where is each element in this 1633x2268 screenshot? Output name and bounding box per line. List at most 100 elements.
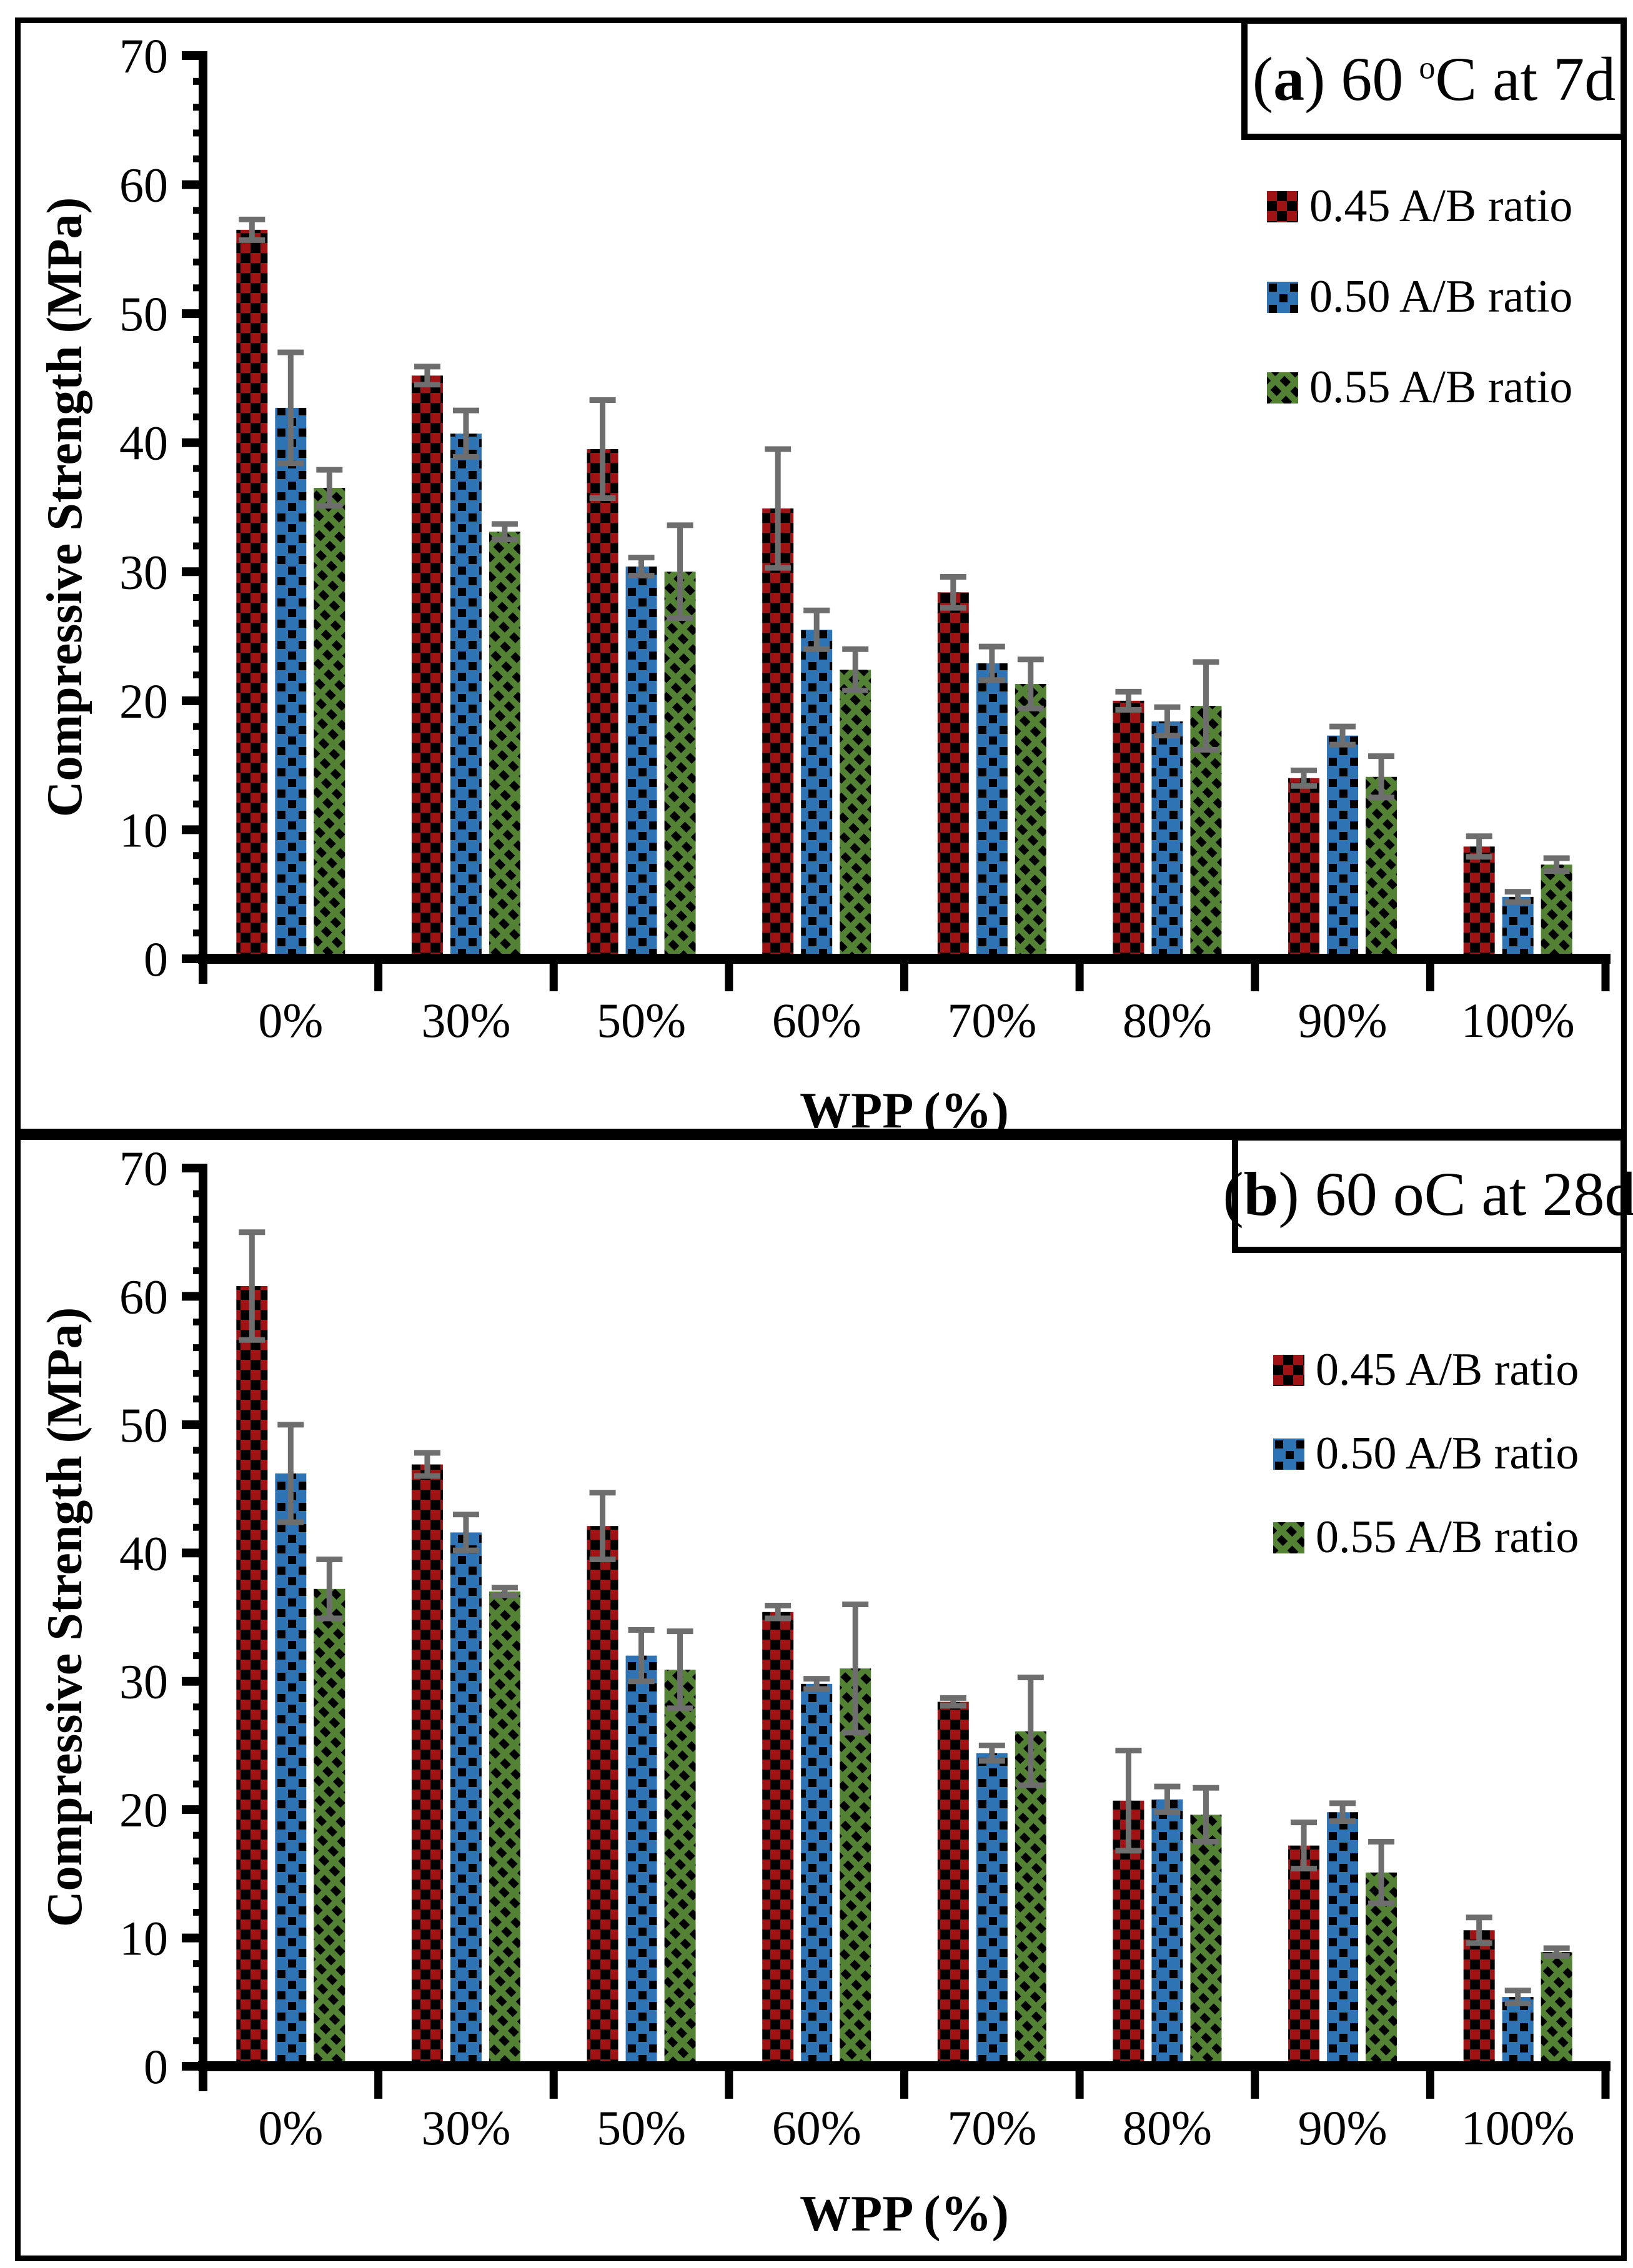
y-tick-label: 70 (119, 29, 168, 83)
error-bar (667, 1628, 693, 1711)
error-bars (239, 1229, 1570, 2006)
bar-0.55-30% (489, 532, 520, 959)
bar-0.50-50% (625, 1655, 657, 2066)
bar-0.45-70% (937, 1701, 969, 2066)
bar-0.50-30% (450, 1532, 482, 2066)
bar-0.55-90% (1366, 776, 1397, 959)
bar-0.50-60% (801, 630, 833, 959)
bar-0.45-60% (762, 1612, 794, 2066)
axes: 0 10 20 30 40 50 60 70 0% 30% 50% 60% 70% 80% 90% 100% (119, 1141, 1611, 2155)
error-bar (277, 349, 304, 467)
error-bar (414, 1450, 440, 1479)
x-tick-label: 50% (597, 993, 686, 1047)
error-bar (491, 521, 518, 543)
bar-0.50-90% (1327, 1812, 1359, 2066)
panel-a-title: (a) 60 oC at 7d (1252, 44, 1616, 114)
legend-item-0.55: 0.55 A/B ratio (1267, 361, 1572, 414)
bar-0.45-60% (762, 508, 794, 959)
bar-0.55-50% (664, 1670, 696, 2066)
bar-0.50-80% (1151, 1799, 1183, 2066)
bar-0.50-70% (976, 1753, 1008, 2066)
legend-swatch-red-black-checkerboard (1267, 191, 1298, 222)
panel-b-title-box: (b) 60 oC at 28d (1223, 1134, 1633, 1253)
y-tick-label: 60 (119, 1269, 168, 1324)
legend-label: 0.55 A/B ratio (1309, 362, 1573, 413)
error-bar (978, 1742, 1005, 1764)
legend-item-0.45: 0.45 A/B ratio (1267, 180, 1572, 233)
x-tick-label: 60% (772, 2101, 861, 2155)
legend-item-0.55: 0.55 A/B ratio (1273, 1511, 1579, 1564)
y-tick-label: 40 (119, 416, 168, 470)
x-tick-label: 30% (421, 993, 510, 1047)
legend-label: 0.55 A/B ratio (1316, 1512, 1579, 1563)
error-bar (1368, 753, 1395, 801)
bar-0.45-0% (236, 229, 268, 959)
error-bar (765, 1603, 792, 1622)
x-tick-label: 60% (772, 993, 861, 1047)
legend-swatch-green-black-diagonal-stripes (1267, 372, 1298, 404)
bar-0.55-60% (840, 670, 871, 959)
x-tick-label: 70% (947, 2101, 1036, 2155)
bar-0.45-90% (1288, 1845, 1320, 2066)
x-tick-label: 70% (947, 993, 1036, 1047)
y-tick-label: 0 (144, 2039, 168, 2094)
error-bar (1017, 1675, 1044, 1788)
legend-label: 0.45 A/B ratio (1309, 181, 1573, 232)
error-bar (491, 1585, 518, 1598)
error-bar (1543, 1945, 1570, 1959)
error-bar (452, 407, 479, 460)
error-bar (1291, 1820, 1318, 1872)
legend-item-0.50: 0.50 A/B ratio (1273, 1427, 1579, 1480)
bar-0.50-0% (275, 1473, 307, 2066)
error-bar (1466, 1914, 1492, 1946)
error-bar (589, 1490, 616, 1563)
panel-a: 0 10 20 30 40 50 60 70 0% 30% 50% 60% 70% 80% 90% 100% … (15, 17, 1627, 1139)
error-bar (1466, 833, 1492, 860)
bar-0.50-100% (1502, 896, 1534, 959)
bar-0.50-60% (801, 1683, 833, 2066)
legend-item-0.50: 0.50 A/B ratio (1267, 270, 1572, 324)
error-bar (667, 522, 693, 621)
error-bar (1329, 723, 1356, 748)
bar-0.45-50% (587, 449, 618, 959)
panel-b-title: (b) 60 oC at 28d (1223, 1159, 1633, 1229)
bar-0.45-100% (1463, 846, 1495, 959)
panel-a-title-box: (a) 60 oC at 7d (1241, 17, 1627, 140)
bar-0.45-80% (1113, 700, 1144, 959)
error-bar (1329, 1800, 1356, 1825)
bar-0.45-100% (1463, 1930, 1495, 2066)
error-bar (277, 1422, 304, 1525)
y-tick-label: 30 (119, 1655, 168, 1709)
bar-0.55-30% (489, 1591, 520, 2066)
y-tick-label: 50 (119, 1398, 168, 1452)
y-axis-title: Compressive Strength (MPa) (37, 197, 92, 818)
error-bar (316, 467, 343, 509)
y-tick-label: 20 (119, 1783, 168, 1837)
bar-0.55-70% (1015, 684, 1046, 959)
x-tick-label: 80% (1123, 2101, 1212, 2155)
bar-0.50-80% (1151, 721, 1183, 959)
x-tick-label: 100% (1461, 2101, 1575, 2155)
legend-item-0.45: 0.45 A/B ratio (1273, 1344, 1579, 1397)
error-bar (940, 1695, 966, 1709)
bar-0.55-100% (1541, 1952, 1572, 2066)
x-tick-label: 80% (1123, 993, 1212, 1047)
bar-chart-28d: 0 10 20 30 40 50 60 70 0% 30% 50% 60% 70% 80% 90% 100% (119, 1141, 1611, 2155)
legend-swatch-blue-black-dots (1273, 1438, 1304, 1470)
bar-0.55-50% (664, 572, 696, 959)
x-tick-label: 0% (258, 993, 323, 1047)
error-bar (239, 216, 266, 243)
error-bar (842, 646, 869, 693)
x-tick-label: 90% (1298, 993, 1387, 1047)
error-bar (803, 1676, 830, 1692)
panel-b: 0 10 20 30 40 50 60 70 0% 30% 50% 60% 70% 80% 90% 100% … (15, 1134, 1633, 2261)
error-bar (1115, 688, 1142, 713)
error-bar (842, 1601, 869, 1736)
x-tick-label: 50% (597, 2101, 686, 2155)
bar-0.55-80% (1190, 1815, 1222, 2066)
bar-0.55-0% (314, 488, 345, 959)
legend-swatch-blue-black-dots (1267, 281, 1298, 313)
error-bar (628, 1627, 655, 1685)
y-tick-label: 60 (119, 158, 168, 212)
legend-label: 0.50 A/B ratio (1316, 1428, 1579, 1479)
